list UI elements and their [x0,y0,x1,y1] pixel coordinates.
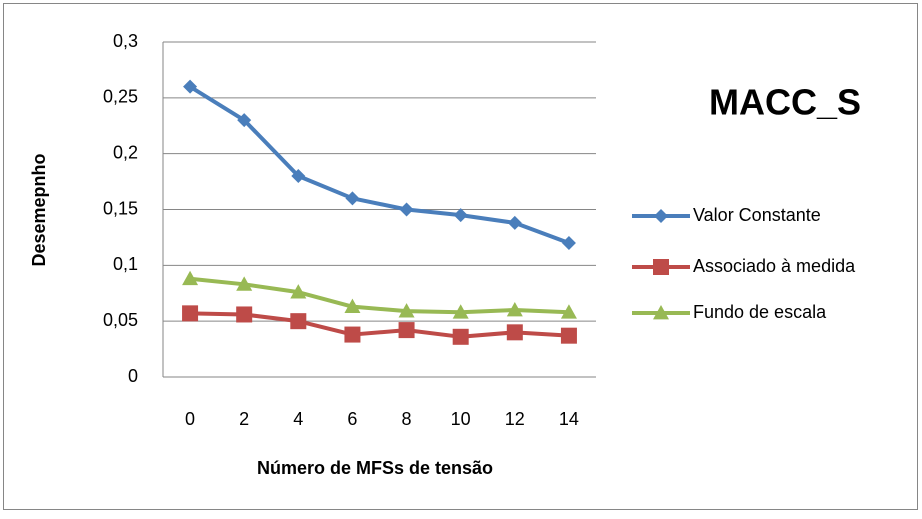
x-tick-label: 4 [293,409,303,429]
legend-marker [653,259,669,275]
data-point [183,79,198,94]
data-point [398,303,415,318]
data-point [236,306,253,323]
data-point [237,113,252,128]
y-axis-label: Desemepnho [29,153,49,266]
y-tick-label: 0 [128,366,138,386]
x-tick-label: 14 [559,409,579,429]
y-tick-label: 0,2 [113,142,138,162]
data-point [344,298,361,314]
x-tick-label: 10 [451,409,471,429]
x-axis-label: Número de MFSs de tensão [257,458,493,478]
chart-title: MACC_S [709,82,861,123]
legend-label: Valor Constante [693,205,821,225]
data-point [291,169,306,183]
legend-label: Associado à medida [693,256,856,276]
data-point [236,276,253,291]
series-line [189,84,570,245]
y-tick-label: 0,1 [113,254,138,274]
chart-border [3,3,918,510]
y-tick-label: 0,05 [103,310,138,330]
data-point [182,305,199,322]
data-point [560,304,577,319]
data-point [506,324,523,341]
data-point [399,202,414,217]
x-tick-label: 0 [185,409,195,429]
data-point [182,270,199,286]
data-point [290,313,307,330]
data-point [561,236,576,250]
data-point [506,302,523,317]
y-tick-label: 0,3 [113,31,138,51]
series-line [189,276,570,315]
legend-label: Fundo de escala [693,302,827,322]
data-point [507,215,522,230]
y-tick-label: 0,25 [103,87,138,107]
legend-marker [653,305,669,320]
legend-marker [654,209,668,223]
y-tick-label: 0,15 [103,198,138,218]
data-point [344,326,361,343]
data-point [452,328,469,345]
data-point [453,208,468,223]
series-line [190,311,570,339]
data-point [452,304,469,319]
x-tick-label: 12 [505,409,525,429]
data-point [398,322,415,339]
x-tick-label: 6 [347,409,357,429]
data-point [345,191,360,206]
data-point [290,284,307,299]
x-tick-label: 2 [239,409,249,429]
data-point [560,327,577,344]
x-tick-label: 8 [402,409,412,429]
